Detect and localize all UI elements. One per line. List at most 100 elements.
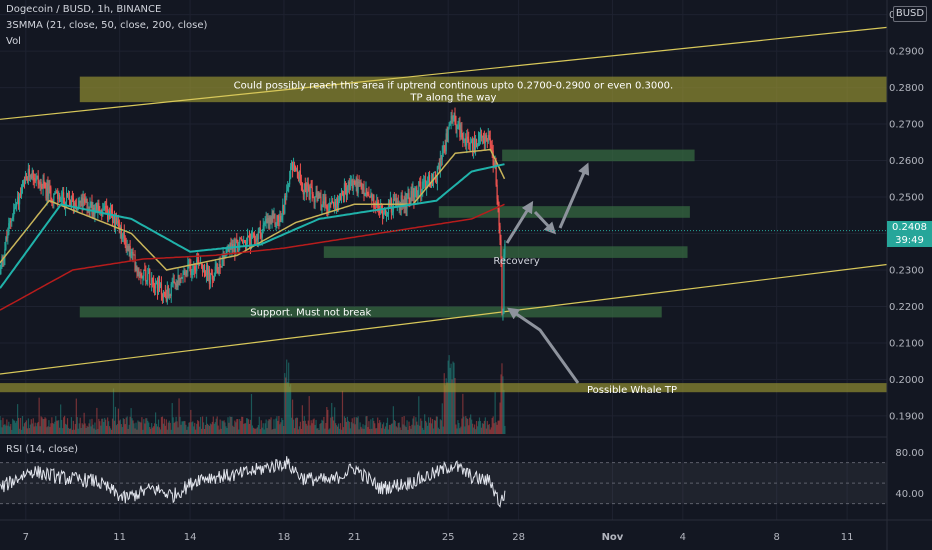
volume-bar [142, 429, 144, 434]
volume-bar [349, 428, 351, 434]
volume-bar [24, 422, 27, 434]
candle-body [204, 271, 207, 275]
candle-body [301, 183, 303, 191]
candle-body [317, 193, 319, 202]
candle-body [140, 273, 142, 277]
candle-body [451, 116, 453, 120]
volume-bar [470, 414, 472, 434]
volume-bar [18, 428, 21, 434]
candle-body [243, 240, 245, 244]
candle-body [279, 216, 281, 223]
volume-bar [353, 417, 355, 434]
volume-bar [295, 417, 298, 434]
candle-body [109, 208, 112, 217]
volume-bar [454, 377, 456, 434]
rsi-legend[interactable]: RSI (14, close) [6, 444, 79, 455]
volume-bar [345, 421, 347, 434]
candle-body [85, 198, 87, 203]
currency-badge[interactable]: BUSD [893, 6, 927, 22]
candle-body [381, 208, 384, 219]
candle-body [240, 238, 242, 240]
candle-body [8, 223, 10, 235]
volume-bar [245, 418, 248, 434]
volume-bar [230, 417, 232, 434]
candle-body [137, 269, 139, 273]
volume-bar [63, 417, 65, 434]
indicator-legend[interactable]: 3SMMA (21, close, 50, close, 200, close) [6, 20, 208, 31]
volume-bar [303, 416, 305, 434]
candle-body [72, 198, 74, 208]
candle-body [404, 197, 406, 208]
volume-bar [366, 416, 368, 434]
volume-bar [308, 396, 310, 434]
volume-legend[interactable]: Vol [6, 36, 21, 47]
candle-body [482, 135, 484, 138]
candle-body [367, 194, 369, 196]
volume-bar [246, 418, 249, 434]
candle-body [133, 254, 135, 256]
candle-body [146, 280, 148, 282]
candle-body [428, 175, 431, 185]
candle-body [339, 195, 342, 200]
volume-bar [406, 420, 408, 434]
volume-bar [421, 420, 423, 434]
candle-body [348, 181, 350, 191]
candle-body [4, 249, 6, 259]
candle-body [129, 245, 131, 257]
candle-body [221, 259, 223, 268]
volume-bar [398, 422, 400, 434]
volume-bar [264, 423, 266, 434]
volume-bar [150, 428, 152, 434]
volume-bar [85, 428, 87, 434]
candle-body [41, 186, 43, 188]
volume-bar [125, 417, 127, 434]
volume-bar [235, 422, 237, 434]
candle-body [416, 187, 418, 199]
volume-bar [61, 419, 63, 434]
volume-bar [242, 416, 244, 434]
candle-body [177, 275, 179, 287]
candle-body [297, 177, 300, 179]
volume-bar [89, 419, 91, 434]
candle-body [173, 280, 175, 283]
candle-body [460, 129, 462, 138]
price-tick-label: 0.2100 [889, 338, 924, 349]
candle-body [468, 138, 470, 143]
volume-bar [68, 428, 71, 434]
volume-bar [44, 417, 46, 434]
candle-body [324, 197, 326, 204]
volume-bar [233, 426, 235, 434]
volume-bar [403, 416, 405, 434]
volume-bar [388, 424, 391, 434]
candle-body [318, 193, 320, 199]
volume-bar [369, 429, 371, 434]
candle-body [24, 176, 27, 184]
volume-bar [105, 419, 107, 434]
time-tick-label: 11 [841, 532, 854, 543]
volume-bar [413, 416, 415, 434]
volume-bar [429, 417, 432, 434]
candle-body [168, 294, 170, 298]
candle-body [398, 204, 400, 206]
candle-body [158, 278, 161, 287]
volume-bar [46, 427, 48, 434]
candle-body [82, 198, 84, 207]
candle-body [472, 139, 474, 152]
volume-bar [372, 417, 374, 434]
candle-body [208, 269, 211, 284]
candle-body [44, 186, 46, 188]
candle-body [60, 199, 62, 203]
price-tick-label: 0.2200 [889, 302, 924, 313]
candle-body [440, 157, 442, 160]
candle-body [300, 181, 302, 184]
zone-label: TP along the way [409, 93, 496, 104]
symbol-title[interactable]: Dogecoin / BUSD, 1h, BINANCE [6, 4, 162, 15]
volume-bar [266, 428, 268, 434]
volume-bar [391, 423, 393, 434]
volume-bar [135, 422, 137, 434]
rsi-pane [0, 456, 887, 508]
trendline [0, 26, 888, 120]
volume-bar [444, 385, 446, 434]
volume-bar [272, 429, 274, 434]
